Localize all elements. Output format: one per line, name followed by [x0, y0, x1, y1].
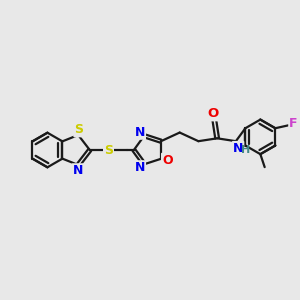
- Text: N: N: [73, 164, 83, 177]
- Text: N: N: [135, 126, 145, 139]
- Text: N: N: [233, 142, 243, 155]
- Text: N: N: [135, 161, 145, 174]
- Text: S: S: [74, 123, 83, 136]
- Text: O: O: [162, 154, 172, 167]
- Text: H: H: [241, 145, 250, 155]
- Text: F: F: [289, 117, 298, 130]
- Text: S: S: [104, 143, 113, 157]
- Text: O: O: [207, 107, 218, 120]
